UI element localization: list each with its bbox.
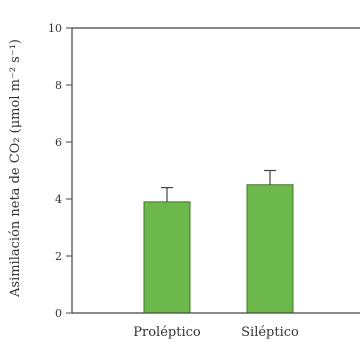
y-tick-label: 2 bbox=[55, 250, 62, 263]
y-tick-label: 8 bbox=[55, 79, 62, 92]
y-axis-ticks: 0 2 4 6 8 10 bbox=[48, 22, 72, 320]
error-bars bbox=[161, 169, 276, 202]
bar-1 bbox=[143, 201, 191, 314]
axes bbox=[71, 27, 360, 314]
y-tick-label: 6 bbox=[55, 136, 62, 149]
x-tick-label: Proléptico bbox=[133, 325, 201, 340]
bars bbox=[143, 184, 294, 314]
y-axis-label: Asimilación neta de CO₂ (μmol m⁻² s⁻¹) bbox=[8, 39, 23, 298]
bar-2 bbox=[246, 184, 294, 314]
y-tick-label: 0 bbox=[55, 307, 62, 320]
y-tick-label: 10 bbox=[48, 22, 62, 35]
x-tick-label: Siléptico bbox=[241, 325, 299, 340]
x-axis-labels: Proléptico Siléptico bbox=[133, 325, 299, 340]
y-tick-label: 4 bbox=[55, 193, 62, 206]
